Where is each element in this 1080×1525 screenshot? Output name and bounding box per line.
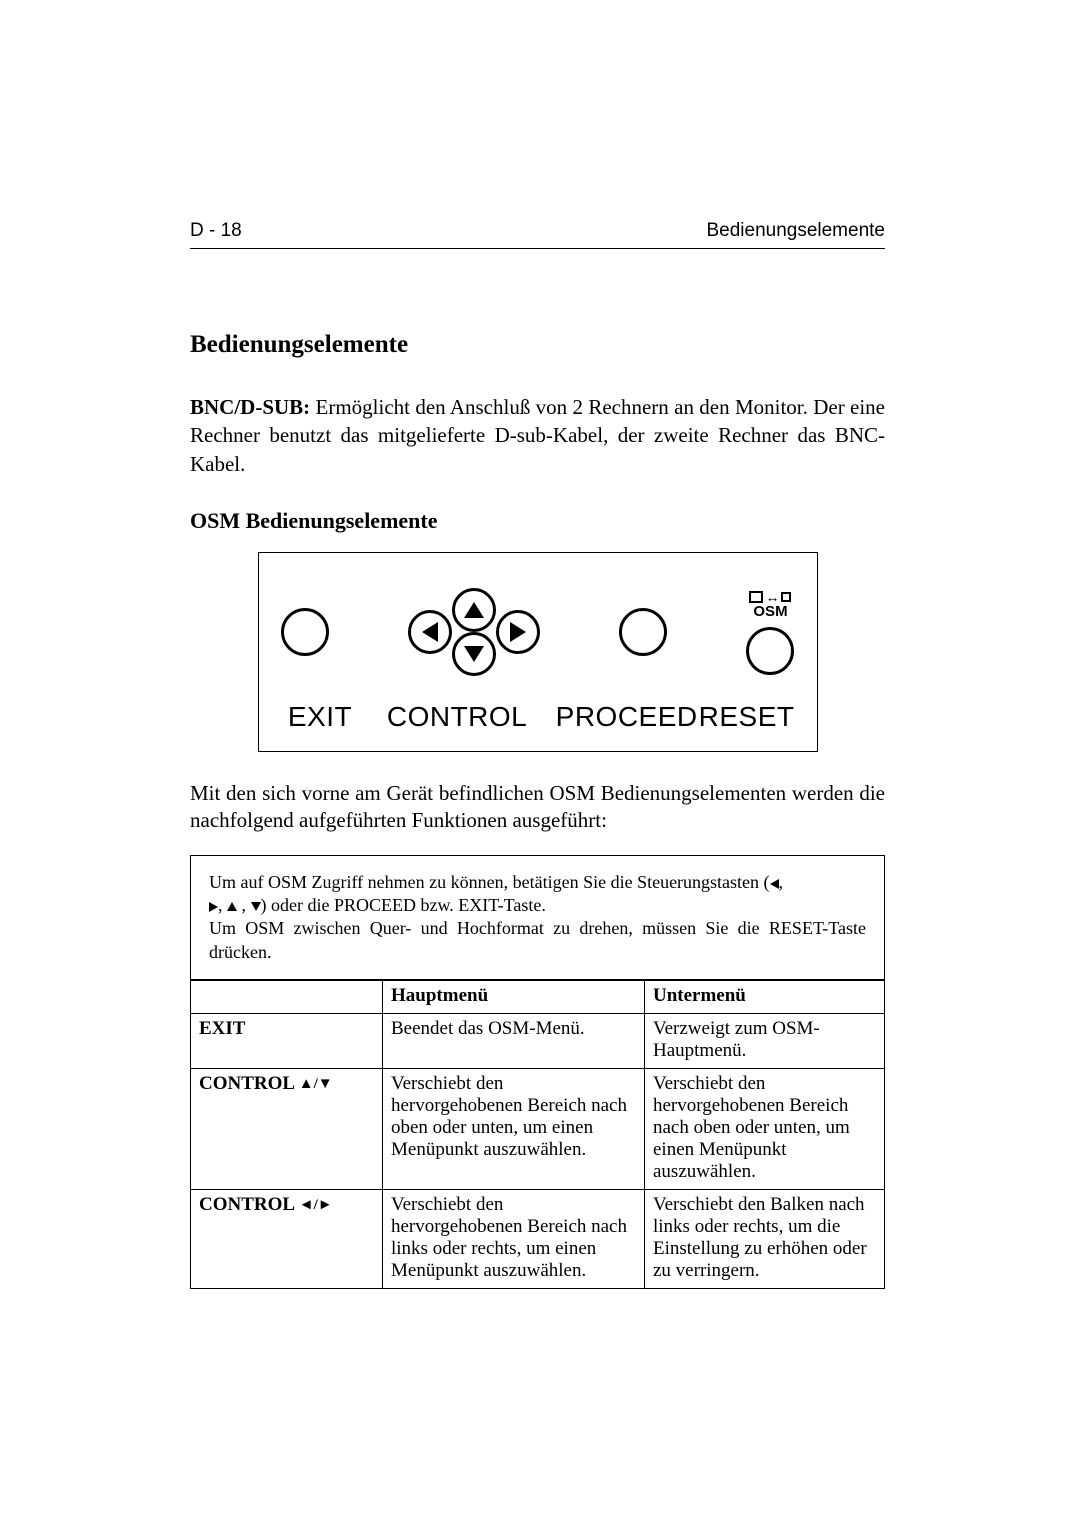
untermenu-cell: Verschiebt den hervorgehobenen Bereich n… bbox=[645, 1069, 885, 1190]
osm-controls-table: Hauptmenü Untermenü EXITBeendet das OSM-… bbox=[190, 980, 885, 1289]
table-row: CONTROL ◄/►Verschiebt den hervorgehobene… bbox=[191, 1190, 885, 1289]
after-diagram-text: Mit den sich vorne am Gerät befindlichen… bbox=[190, 780, 885, 835]
running-header: D - 18 Bedienungselemente bbox=[190, 220, 885, 249]
hauptmenu-cell: Verschiebt den hervorgehobenen Bereich n… bbox=[383, 1069, 645, 1190]
arrow-down-icon bbox=[251, 902, 261, 911]
th-untermenu: Untermenü bbox=[645, 981, 885, 1014]
section-title-osm: OSM Bedienungselemente bbox=[190, 508, 885, 534]
arrow-up-icon bbox=[452, 588, 496, 632]
arrow-down-icon bbox=[452, 632, 496, 676]
page-title: Bedienungselemente bbox=[190, 331, 885, 359]
th-blank bbox=[191, 981, 383, 1014]
diagram-label-control: CONTROL bbox=[359, 701, 554, 733]
control-name-cell: CONTROL ◄/► bbox=[191, 1190, 383, 1289]
diagram-label-proceed: PROCEED bbox=[555, 701, 699, 733]
osm-icon-label: OSM bbox=[749, 604, 791, 619]
arrow-up-icon bbox=[227, 902, 237, 911]
control-name-cell: CONTROL ▲/▼ bbox=[191, 1069, 383, 1190]
th-hauptmenu: Hauptmenü bbox=[383, 981, 645, 1014]
page-number: D - 18 bbox=[190, 220, 242, 242]
hauptmenu-cell: Beendet das OSM-Menü. bbox=[383, 1014, 645, 1069]
arrow-right-icon bbox=[496, 610, 540, 654]
controls-diagram: ↔ OSM EXIT CONTROL PROCEED RESET bbox=[258, 552, 818, 752]
osm-icon: ↔ bbox=[749, 590, 791, 604]
hauptmenu-cell: Verschiebt den hervorgehobenen Bereich n… bbox=[383, 1190, 645, 1289]
running-title: Bedienungselemente bbox=[706, 220, 885, 242]
note-text: Um auf OSM Zugriff nehmen zu können, bet… bbox=[209, 872, 770, 892]
diagram-label-exit: EXIT bbox=[281, 701, 360, 733]
proceed-button-graphic bbox=[619, 608, 667, 656]
exit-button-graphic bbox=[281, 608, 329, 656]
reset-button-graphic: ↔ OSM bbox=[746, 590, 794, 675]
control-dpad-graphic bbox=[408, 588, 540, 676]
intro-lead: BNC/D-SUB: bbox=[190, 395, 310, 419]
note-box: Um auf OSM Zugriff nehmen zu können, bet… bbox=[190, 855, 885, 981]
untermenu-cell: Verzweigt zum OSM-Hauptmenü. bbox=[645, 1014, 885, 1069]
diagram-label-reset: RESET bbox=[699, 701, 795, 733]
table-row: EXITBeendet das OSM-Menü.Verzweigt zum O… bbox=[191, 1014, 885, 1069]
arrow-left-icon bbox=[408, 610, 452, 654]
arrow-left-icon bbox=[770, 879, 779, 889]
table-row: CONTROL ▲/▼Verschiebt den hervorgehobene… bbox=[191, 1069, 885, 1190]
control-name-cell: EXIT bbox=[191, 1014, 383, 1069]
arrow-right-icon bbox=[209, 902, 218, 912]
untermenu-cell: Verschiebt den Balken nach links oder re… bbox=[645, 1190, 885, 1289]
intro-paragraph: BNC/D-SUB: Ermöglicht den Anschluß von 2… bbox=[190, 393, 885, 478]
